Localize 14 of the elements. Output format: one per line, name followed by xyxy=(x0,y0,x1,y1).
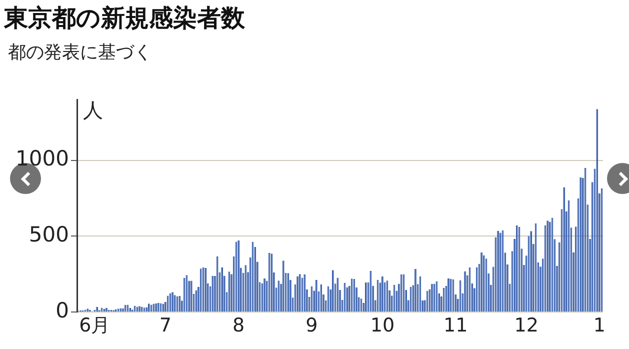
x-tick-label: 12 xyxy=(514,314,538,336)
x-tick-label: 11 xyxy=(443,314,468,336)
x-tick-label: 10 xyxy=(370,314,395,336)
y-tick-label: 500 xyxy=(28,222,69,247)
x-tick-label: 6月 xyxy=(79,314,110,336)
y-axis-title: 人 xyxy=(83,98,103,122)
y-tick-label: 0 xyxy=(56,298,69,322)
chart-subtitle: 都の発表に基づく xyxy=(8,41,152,64)
x-tick-label: 9 xyxy=(306,314,318,336)
x-tick-label: 7 xyxy=(159,314,172,336)
y-tick-label: 1000 xyxy=(16,146,69,171)
chart-title: 東京都の新規感染者数 xyxy=(4,3,245,34)
x-tick-label: 1 xyxy=(593,314,606,336)
x-tick-label: 8 xyxy=(232,314,245,336)
